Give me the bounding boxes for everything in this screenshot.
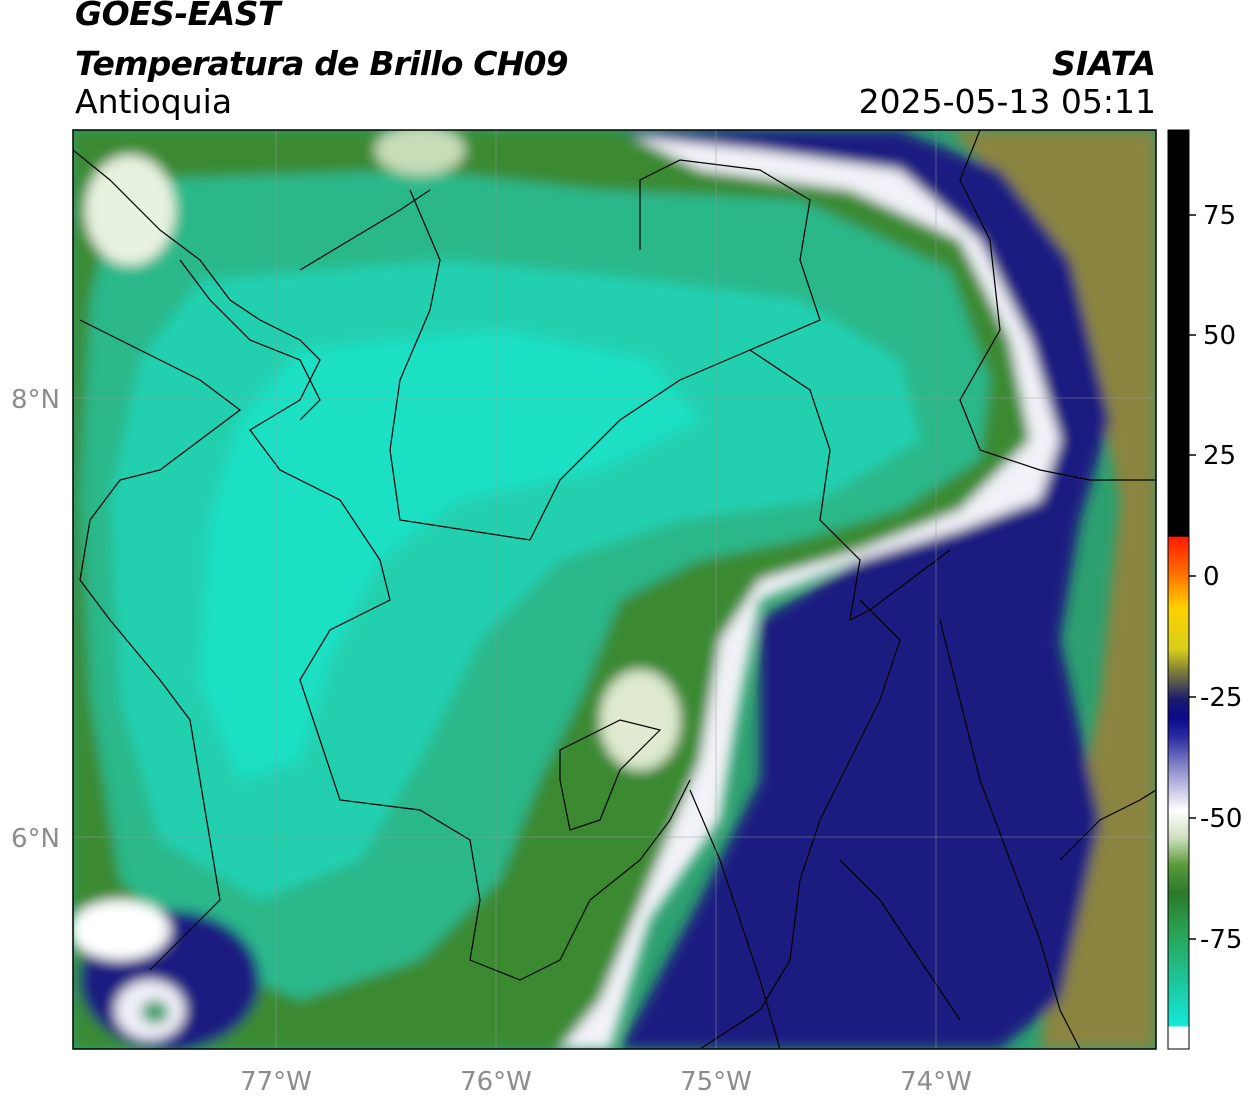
- lon-label-76w: 76°W: [460, 1067, 532, 1097]
- lat-label-6n: 6°N: [11, 824, 60, 854]
- colorbar-tick-50: 50: [1203, 321, 1236, 351]
- colorbar-tick-0: 0: [1203, 562, 1220, 592]
- brightness-temperature-field: [73, 130, 1156, 1049]
- lon-label-74w: 74°W: [900, 1067, 972, 1097]
- colorbar-tick-minus25: -25: [1200, 683, 1242, 713]
- colorbar-tick-25: 25: [1203, 441, 1236, 471]
- lat-label-8n: 8°N: [11, 385, 60, 415]
- colorbar-tick-minus50: -50: [1200, 804, 1242, 834]
- colorbar-tick-75: 75: [1203, 201, 1236, 231]
- product-title: Temperatura de Brillo CH09: [75, 44, 569, 83]
- lon-label-77w: 77°W: [240, 1067, 312, 1097]
- organization-label: SIATA: [1052, 44, 1156, 83]
- map-frame: [72, 129, 1157, 1050]
- colorbar: 75 50 25 0 -25 -50 -75: [1167, 129, 1242, 1050]
- administrative-borders: [73, 130, 1156, 1049]
- region-label: Antioquia: [75, 82, 233, 121]
- timestamp-label: 2025-05-13 05:11: [858, 82, 1156, 121]
- lon-label-75w: 75°W: [680, 1067, 752, 1097]
- graticule: [73, 130, 1156, 1049]
- colorbar-tick-minus75: -75: [1200, 925, 1242, 955]
- satellite-title: GOES-EAST: [75, 0, 281, 33]
